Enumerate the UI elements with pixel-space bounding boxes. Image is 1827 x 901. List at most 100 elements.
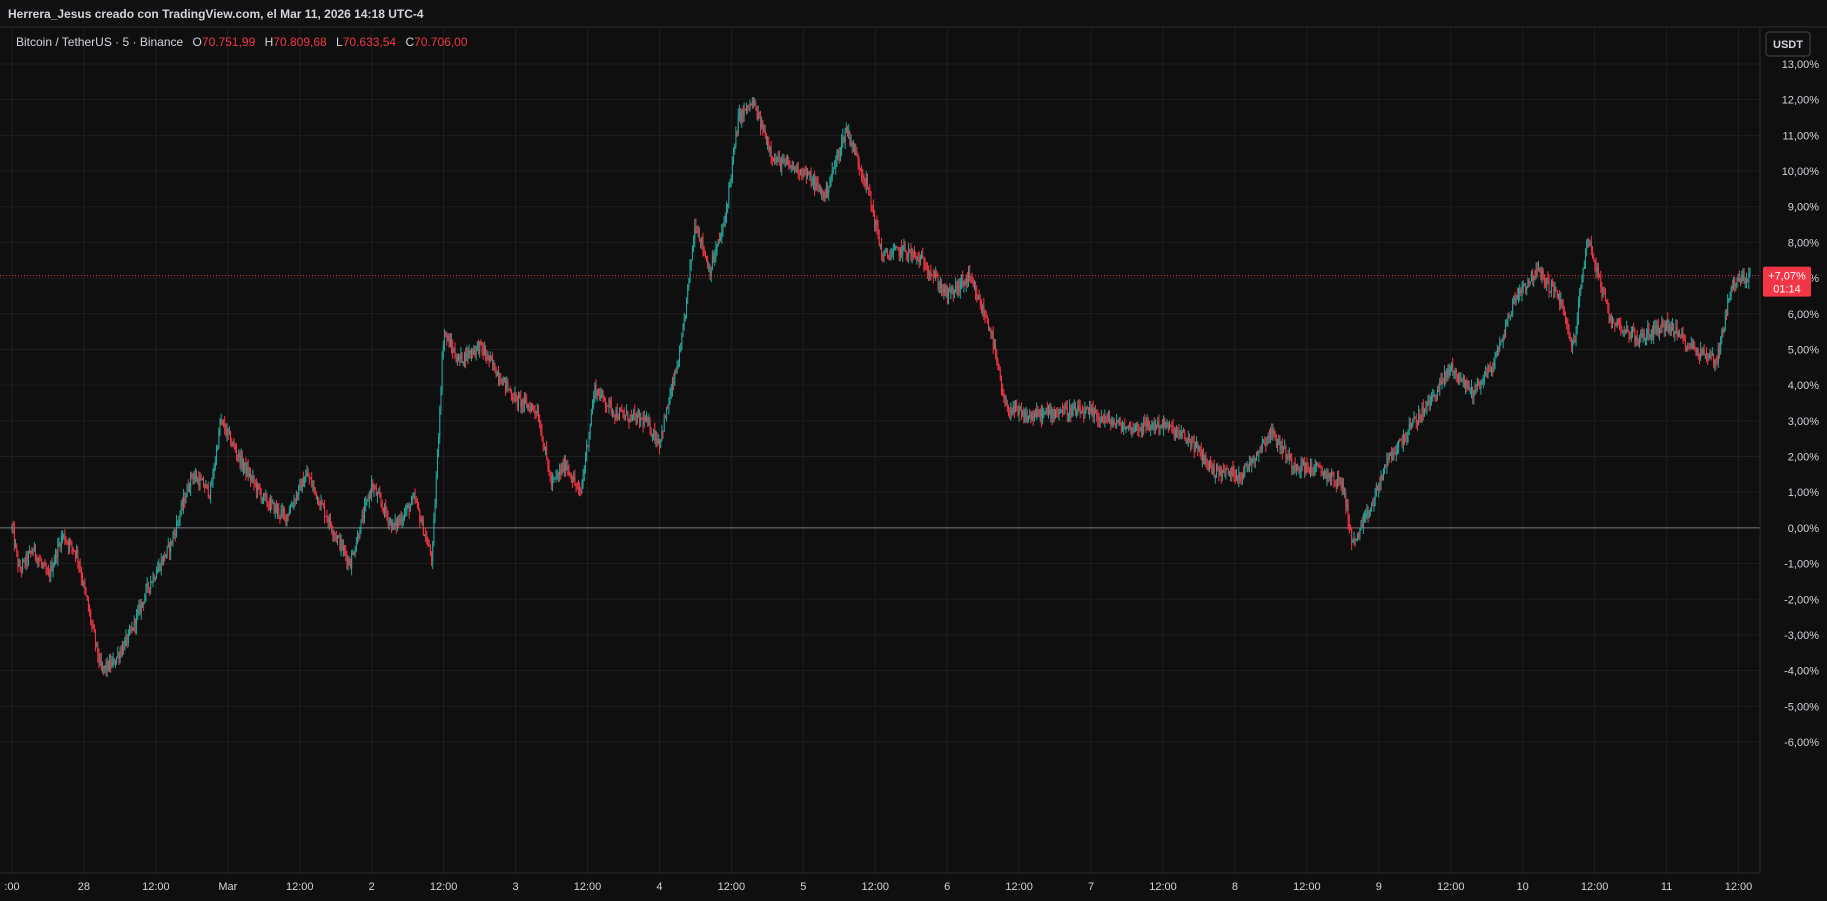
currency-button[interactable]: USDT xyxy=(1765,31,1811,57)
candle-body xyxy=(277,507,279,512)
candle-body xyxy=(910,250,912,257)
candle-body xyxy=(741,109,743,122)
candle-body xyxy=(736,132,738,134)
candle-body xyxy=(1281,445,1283,453)
candle-body xyxy=(431,554,433,562)
candle-body xyxy=(273,502,275,514)
x-tick-label: 12:00 xyxy=(1005,881,1033,893)
candle-body xyxy=(1306,462,1308,467)
candle-body xyxy=(914,252,915,254)
y-tick-label: 6,00% xyxy=(1788,309,1819,321)
candle-body xyxy=(98,655,100,663)
candle-body xyxy=(1661,321,1663,333)
candle-body xyxy=(117,653,119,658)
price-axis[interactable]: 13,00%12,00%11,00%10,00%9,00%8,00%7,00%6… xyxy=(1782,59,1820,749)
candle-body xyxy=(1522,284,1524,289)
candle-body xyxy=(1456,374,1458,381)
y-tick-label: -5,00% xyxy=(1784,701,1819,713)
x-tick-label: 2 xyxy=(369,881,375,893)
candle-body xyxy=(50,564,52,577)
candle-body xyxy=(1575,328,1577,341)
candle-body xyxy=(1102,416,1104,417)
x-tick-label: 12:00 xyxy=(430,881,458,893)
candle-body xyxy=(1645,338,1646,340)
candle-body xyxy=(1482,379,1484,382)
candle-body xyxy=(326,516,328,520)
candle-body xyxy=(1722,329,1724,333)
currency-button-label[interactable]: USDT xyxy=(1773,39,1803,51)
y-tick-label: -3,00% xyxy=(1784,630,1819,642)
candle-body xyxy=(1324,470,1326,472)
candle-body xyxy=(837,151,839,156)
x-tick-label: 12:00 xyxy=(142,881,170,893)
candle-body xyxy=(760,114,762,128)
candle-body xyxy=(1452,362,1454,373)
candle-body xyxy=(1344,492,1346,494)
candle-body xyxy=(687,285,689,298)
candle-body xyxy=(1440,380,1442,385)
candle-body xyxy=(1627,325,1629,332)
currency-button-frame[interactable] xyxy=(1765,31,1811,57)
candle-body xyxy=(381,503,383,508)
candle-body xyxy=(1554,289,1556,292)
candle-body xyxy=(1223,470,1225,472)
candle-body xyxy=(1016,405,1018,408)
candle-body xyxy=(1272,429,1274,435)
candle-body xyxy=(386,512,388,516)
candle-body xyxy=(824,191,826,199)
candle-body xyxy=(1119,418,1121,426)
candle-body xyxy=(1206,460,1208,463)
x-tick-label: 11 xyxy=(1661,881,1672,893)
candle-body xyxy=(1078,406,1080,408)
candle-body xyxy=(1573,340,1575,345)
candle-body xyxy=(612,410,613,413)
candle-body xyxy=(778,156,780,159)
candle-body xyxy=(1547,277,1549,279)
candle-body xyxy=(747,105,749,108)
candle-body xyxy=(1326,474,1328,479)
candle-body xyxy=(493,362,495,365)
legend-low-value: 70.633,54 xyxy=(343,35,397,49)
candle-body xyxy=(1407,429,1409,437)
candle-body xyxy=(1568,328,1570,338)
candle-body xyxy=(189,488,190,491)
candle-body xyxy=(418,503,420,511)
candle-body xyxy=(632,414,633,416)
candle-body xyxy=(378,493,380,494)
candle-body xyxy=(459,355,461,359)
candle-body xyxy=(1431,396,1433,400)
candle-body xyxy=(981,306,982,313)
candle-body xyxy=(1481,381,1483,383)
candle-body xyxy=(1692,344,1693,349)
candle-body xyxy=(941,283,943,290)
candle-body xyxy=(809,174,811,175)
candle-body xyxy=(579,487,581,491)
candle-body xyxy=(1138,428,1140,430)
candle-body xyxy=(1172,426,1174,430)
candle-body xyxy=(1475,385,1477,387)
candle-body xyxy=(626,411,628,415)
candle-body xyxy=(789,165,791,168)
candle-body xyxy=(1038,413,1040,416)
candle-body xyxy=(345,550,347,556)
candle-body xyxy=(797,163,799,174)
candle-body xyxy=(629,414,631,422)
candle-body xyxy=(317,497,319,499)
candle-body xyxy=(159,563,161,571)
candle-body xyxy=(36,556,38,562)
candle-body xyxy=(918,257,920,265)
candle-body xyxy=(573,477,575,482)
candle-body xyxy=(1097,416,1099,420)
time-axis[interactable]: :00 28 12:00 Mar 12:00 2 12:00 3 12:00 4 12:00 5 12:… xyxy=(4,881,1752,893)
grid xyxy=(0,28,1760,873)
candle-body xyxy=(730,176,732,181)
candle-body xyxy=(784,160,786,162)
candle-body xyxy=(38,558,40,561)
candle-body xyxy=(127,632,129,643)
candle-body xyxy=(133,619,135,630)
candle-body xyxy=(364,505,366,519)
x-tick-label: 28 xyxy=(78,881,90,893)
candle-body xyxy=(702,238,704,250)
candle-body xyxy=(1294,464,1296,470)
